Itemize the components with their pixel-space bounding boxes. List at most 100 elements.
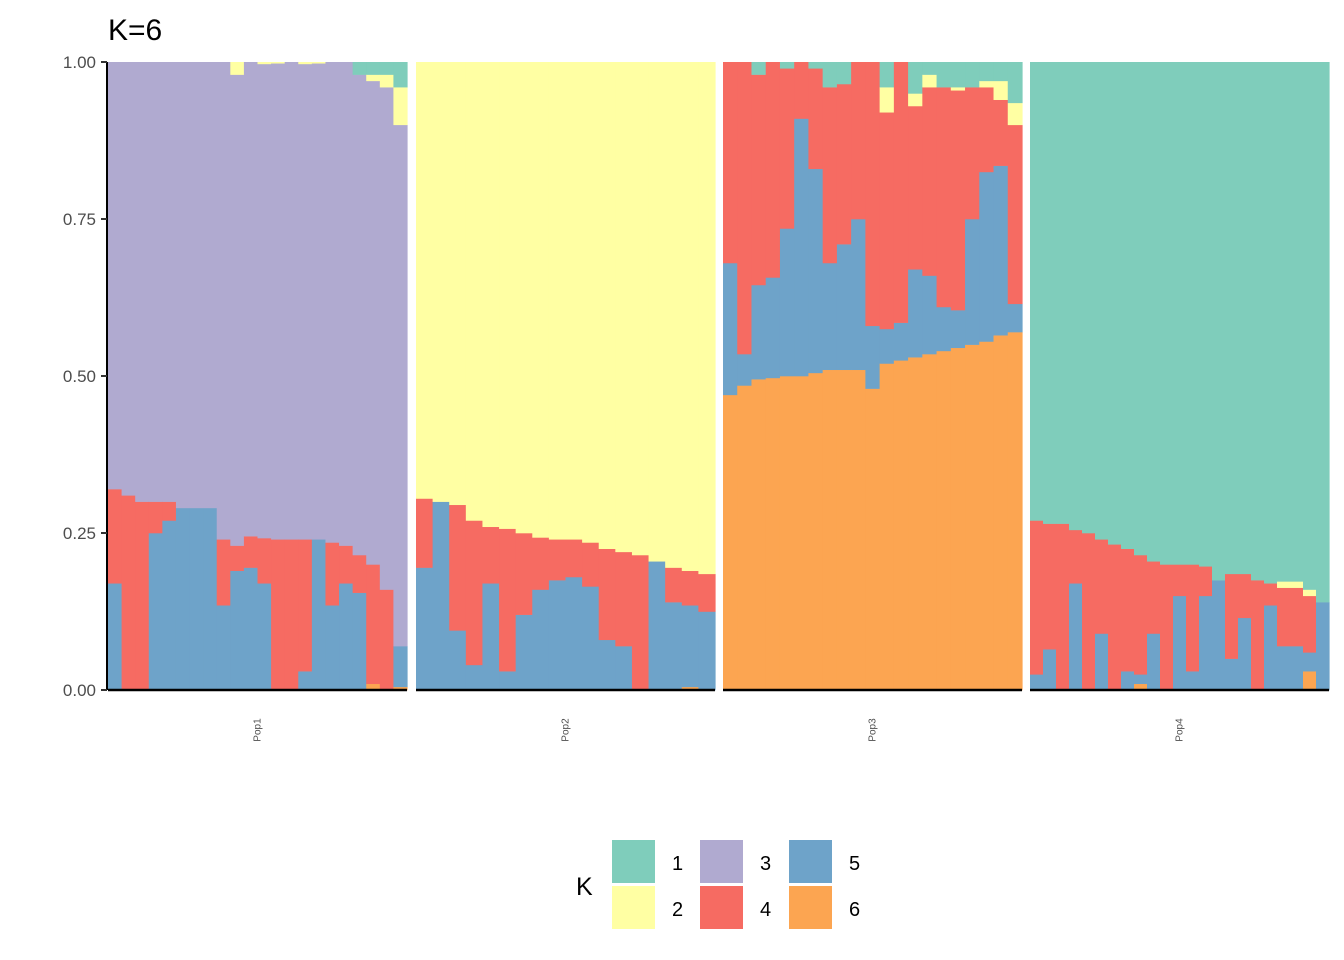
bar-segment-k6 — [836, 369, 852, 691]
bar-segment-k4 — [366, 564, 381, 685]
bar-segment-k2 — [515, 62, 533, 534]
legend-label: 4 — [760, 899, 771, 921]
bar-segment-k5 — [108, 583, 123, 691]
bar-segment-k6 — [979, 341, 995, 691]
legend-key-4 — [700, 886, 743, 929]
bar-segment-k4 — [1056, 523, 1070, 691]
bar-segment-k5 — [965, 219, 980, 345]
bar-segment-k2 — [648, 62, 666, 562]
bar-segment-k3 — [121, 62, 136, 496]
bar-segment-k1 — [1225, 62, 1239, 575]
bar-segment-k6 — [1007, 332, 1023, 691]
bar-segment-k2 — [257, 62, 272, 65]
bar-segment-k4 — [794, 62, 810, 119]
bar-segment-k1 — [1121, 62, 1135, 549]
legend-label: 1 — [672, 853, 683, 875]
bar-segment-k1 — [1238, 62, 1252, 575]
bar-segment-k1 — [822, 62, 838, 88]
bar-segment-k4 — [148, 501, 163, 534]
bar-segment-k4 — [243, 536, 259, 568]
bar-segment-k4 — [751, 74, 767, 286]
bar-segment-k3 — [325, 62, 340, 543]
bar-segment-k5 — [1277, 646, 1291, 691]
bar-segment-k4 — [851, 62, 866, 220]
bar-segment-k2 — [311, 62, 327, 64]
legend-label: 6 — [849, 899, 860, 921]
bar-segment-k5 — [751, 284, 767, 380]
bar-segment-k3 — [298, 63, 313, 540]
bar-segment-k3 — [148, 62, 163, 502]
bar-segment-k5 — [681, 605, 699, 688]
legend-key-2 — [612, 886, 655, 929]
bar-segment-k4 — [1095, 539, 1109, 634]
bar-segment-k1 — [1095, 62, 1109, 540]
bar-segment-k1 — [950, 62, 966, 88]
bar-segment-k4 — [1225, 573, 1239, 659]
bar-segment-k4 — [379, 589, 395, 691]
bar-segment-k3 — [108, 62, 123, 490]
legend-label: 3 — [760, 853, 771, 875]
bar-segment-k4 — [1251, 580, 1265, 691]
bar-segment-k5 — [922, 275, 938, 355]
bar-segment-k4 — [108, 489, 123, 584]
bar-segment-k1 — [808, 62, 824, 69]
bar-segment-k3 — [284, 62, 299, 540]
bar-segment-k6 — [1303, 671, 1317, 691]
bar-segment-k5 — [298, 671, 313, 691]
population-label: Pop4 — [1175, 718, 1186, 742]
bar-segment-k4 — [1290, 587, 1304, 647]
panel-pop1: Pop1 — [108, 62, 408, 742]
bar-segment-k1 — [1303, 62, 1317, 590]
bar-segment-k5 — [1095, 633, 1109, 691]
bar-segment-k1 — [1251, 62, 1265, 581]
bar-segment-k1 — [1160, 62, 1174, 565]
bar-segment-k1 — [1264, 62, 1278, 584]
panel-pop4: Pop4 — [1030, 62, 1330, 742]
bar-segment-k3 — [230, 74, 245, 546]
bar-segment-k5 — [779, 228, 795, 377]
bar-segment-k4 — [1043, 523, 1057, 650]
bar-segment-k1 — [1199, 62, 1213, 567]
panel-pop3: Pop3 — [723, 62, 1023, 742]
bar-segment-k4 — [936, 87, 952, 308]
bar-segment-k4 — [1160, 564, 1174, 691]
bar-segment-k2 — [416, 62, 434, 499]
bar-segment-k4 — [665, 567, 683, 603]
bar-segment-k5 — [1069, 583, 1083, 691]
bar-segment-k5 — [665, 602, 683, 691]
bar-segment-k5 — [515, 614, 533, 691]
bar-segment-k2 — [615, 62, 633, 553]
bar-segment-k6 — [808, 372, 824, 691]
bar-segment-k4 — [298, 539, 313, 672]
bar-segment-k2 — [879, 87, 895, 113]
bar-segment-k4 — [1069, 529, 1083, 584]
bar-segment-k5 — [175, 507, 191, 691]
legend-key-1 — [612, 840, 655, 883]
bar-segment-k5 — [393, 646, 408, 688]
bar-segment-k4 — [1007, 124, 1023, 305]
bar-segment-k6 — [681, 686, 699, 691]
bar-segment-k4 — [271, 539, 286, 691]
bar-segment-k4 — [1303, 595, 1317, 653]
bar-segment-k6 — [950, 347, 966, 691]
bar-segment-k2 — [1303, 589, 1317, 597]
bar-segment-k1 — [1290, 62, 1304, 582]
bar-segment-k5 — [1303, 652, 1317, 672]
bar-segment-k6 — [779, 376, 795, 691]
bar-segment-k3 — [379, 87, 395, 590]
bar-segment-k5 — [615, 646, 633, 691]
bar-segment-k4 — [993, 99, 1009, 166]
legend-label: 2 — [672, 899, 683, 921]
bar-segment-k6 — [737, 385, 753, 691]
bar-segment-k4 — [908, 105, 923, 270]
bar-segment-k2 — [1007, 102, 1023, 126]
bar-segment-k4 — [979, 87, 995, 173]
bar-segment-k5 — [465, 664, 484, 691]
bar-segment-k1 — [979, 62, 995, 82]
bar-segment-k5 — [1134, 674, 1148, 685]
bar-segment-k4 — [965, 87, 980, 220]
bar-segment-k5 — [1007, 303, 1023, 333]
bar-segment-k5 — [339, 583, 354, 691]
bar-segment-k3 — [393, 124, 408, 647]
bar-segment-k2 — [393, 87, 408, 126]
